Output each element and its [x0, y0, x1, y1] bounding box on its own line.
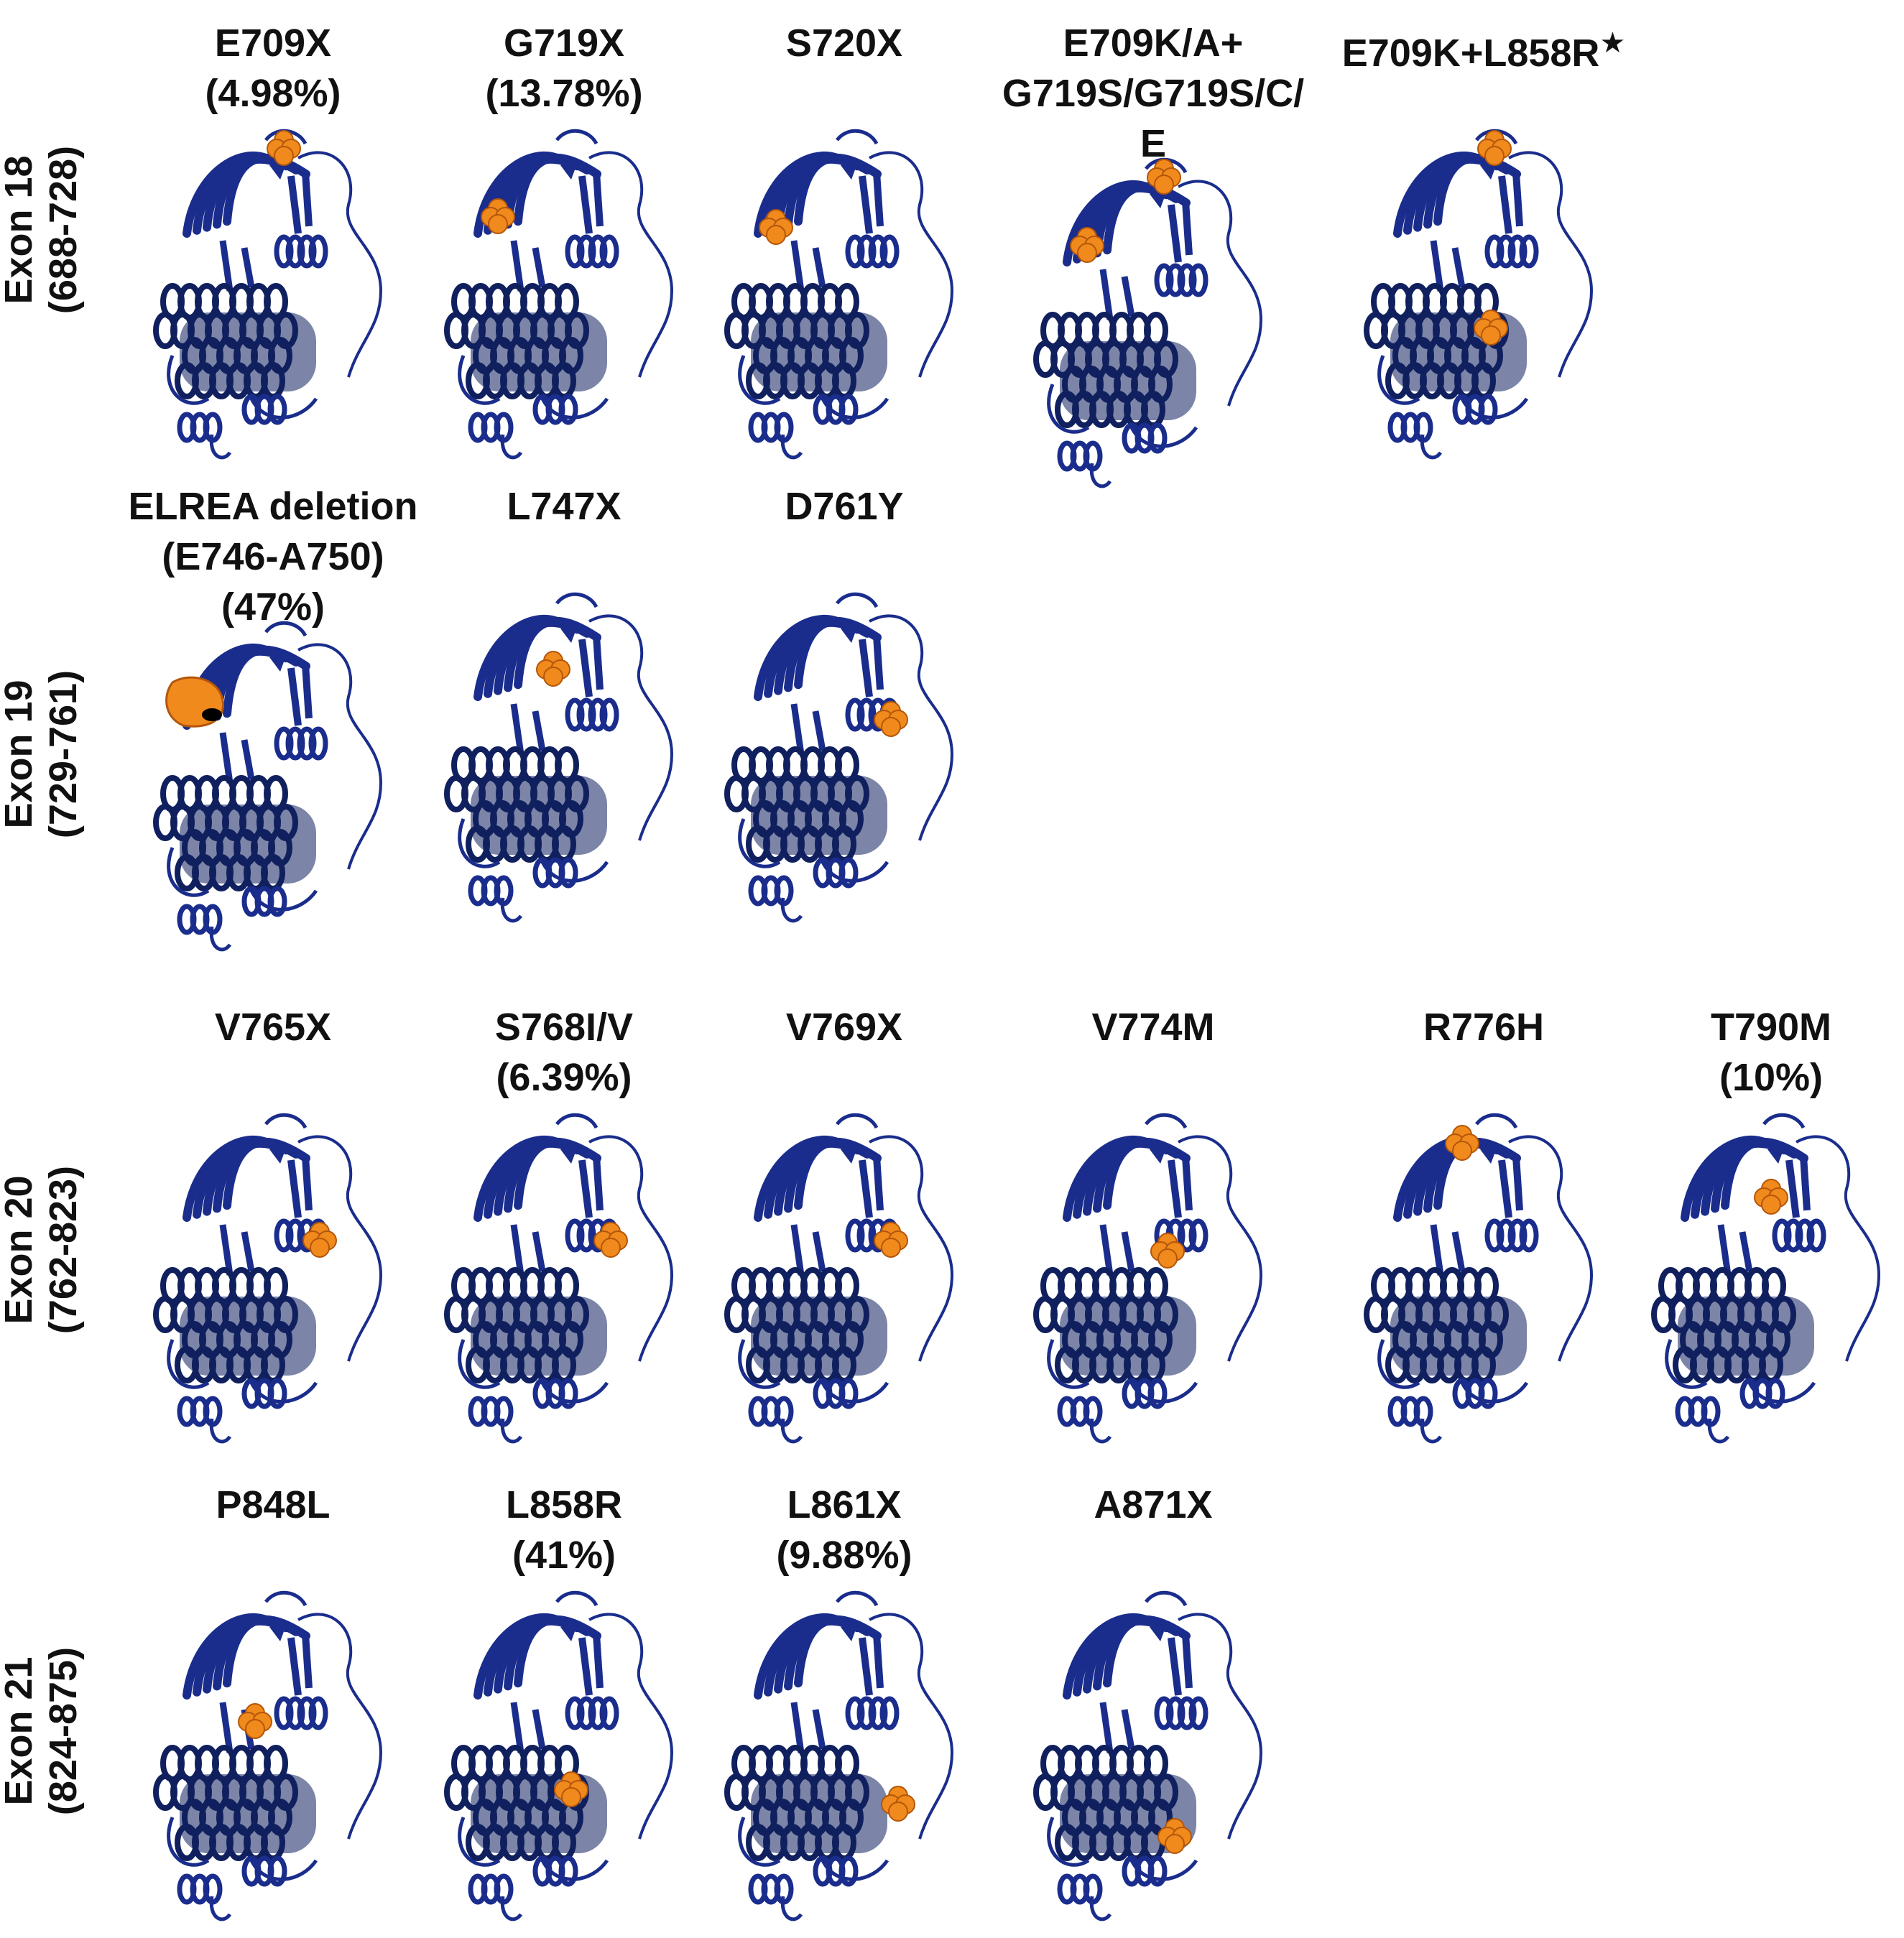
mutation-name: S768I/V [494, 1006, 634, 1049]
mutation-site [759, 209, 793, 245]
mutation-name: T790M [1710, 1006, 1832, 1049]
mutation-label: ELREA deletion (E746-A750) (47%) [108, 481, 438, 632]
exon-name: Exon 19 [0, 680, 40, 829]
exon-name: Exon 20 [0, 1175, 40, 1325]
mutation-label: E709K+L858R★ [1318, 18, 1649, 78]
mutation-label: A871X [1002, 1480, 1304, 1530]
exon-row-label: Exon 18 (688-728) [0, 101, 85, 359]
kinase-structure [153, 621, 383, 952]
mutation-site [1477, 130, 1512, 166]
mutation-label: D761Y [693, 481, 995, 532]
exon-name: Exon 18 [0, 155, 40, 305]
mutation-name: E709K/A+ [1063, 22, 1244, 65]
exon-range: (688-728) [42, 145, 85, 315]
exon-range: (762-823) [42, 1165, 85, 1335]
mutation-site [536, 651, 570, 687]
mutation-name: E709K+L858R★ [1341, 27, 1626, 75]
mutation-name: E709X [214, 22, 332, 65]
mutation-site [267, 130, 301, 166]
exon-row-label: Exon 21 (824-875) [0, 1602, 85, 1860]
mutation-label: P848L [122, 1480, 424, 1530]
mutation-label: S720X [693, 18, 995, 68]
mutation-name: L858R [505, 1483, 623, 1526]
deletion-gap [202, 708, 222, 721]
kinase-structure [724, 592, 954, 923]
star-icon: ★ [1599, 27, 1626, 59]
mutation-label: R776H [1333, 1002, 1635, 1052]
mutation-site [881, 1786, 915, 1822]
mutation-label: L861X (9.88%) [693, 1480, 995, 1580]
mutation-site [593, 1222, 628, 1258]
mutation-site [874, 701, 908, 737]
kinase-structure [1364, 1113, 1594, 1444]
mutation-label: S768I/V (6.39%) [413, 1002, 715, 1103]
kinase-structure [1651, 1113, 1881, 1444]
mutation-frequency: (13.78%) [485, 72, 643, 115]
mutation-name: S720X [785, 22, 903, 65]
mutation-label: V765X [122, 1002, 424, 1052]
mutation-label: V769X [693, 1002, 995, 1052]
mutation-site [1157, 1818, 1192, 1854]
mutation-site [1070, 227, 1104, 263]
mutation-site [238, 1703, 272, 1739]
kinase-structure [1033, 1113, 1263, 1444]
kinase-structure [1364, 129, 1594, 460]
mutation-frequency: (9.88%) [776, 1534, 912, 1577]
kinase-structure [724, 129, 954, 460]
mutation-frequency: (10%) [1719, 1056, 1824, 1099]
mutation-label: L747X [413, 481, 715, 532]
exon-row-label: Exon 19 (729-761) [0, 625, 85, 884]
mutation-name: P848L [216, 1483, 331, 1526]
exon-range: (729-761) [42, 669, 85, 839]
mutation-name: D761Y [785, 485, 904, 528]
exon-range: (824-875) [42, 1646, 85, 1816]
kinase-structure [1033, 1590, 1263, 1921]
mutation-name: R776H [1423, 1006, 1545, 1049]
kinase-structure [444, 129, 674, 460]
kinase-structure [444, 1113, 674, 1444]
kinase-structure [153, 1113, 383, 1444]
mutation-frequency: (41%) [512, 1534, 616, 1577]
mutation-site [874, 1222, 908, 1258]
mutation-name: L747X [507, 485, 621, 528]
kinase-structure [153, 1590, 383, 1921]
exon-name: Exon 21 [0, 1656, 40, 1806]
mutation-label: L858R (41%) [413, 1480, 715, 1580]
exon-row-label: Exon 20 (762-823) [0, 1121, 85, 1379]
mutation-name: G719X [503, 22, 625, 65]
kinase-structure [724, 1113, 954, 1444]
mutation-name: V774M [1091, 1006, 1215, 1049]
kinase-structure [153, 129, 383, 460]
mutation-name: A871X [1094, 1483, 1213, 1526]
mutation-extra: (47%) [221, 585, 325, 629]
mutation-label: V774M [1002, 1002, 1304, 1052]
mutation-name: ELREA deletion [128, 485, 418, 528]
mutation-frequency: (4.98%) [205, 72, 341, 115]
mutation-frequency: G719S/G719S/C/ [1002, 72, 1305, 115]
kinase-structure [444, 592, 674, 923]
mutation-site [1474, 310, 1508, 346]
mutation-name: V765X [214, 1006, 332, 1049]
kinase-structure [1033, 157, 1263, 488]
mutation-name: L861X [787, 1483, 902, 1526]
mutation-label: E709X (4.98%) [122, 18, 424, 119]
mutation-site [1445, 1125, 1479, 1161]
mutation-site [302, 1222, 337, 1258]
mutation-site [554, 1771, 588, 1807]
mutation-site [481, 198, 515, 234]
kinase-structure [444, 1590, 674, 1921]
mutation-site [1754, 1179, 1788, 1215]
mutation-frequency: (6.39%) [496, 1056, 632, 1099]
mutation-name: V769X [785, 1006, 903, 1049]
mutation-frequency: (E746-A750) [162, 535, 384, 578]
mutation-site [1147, 159, 1181, 195]
mutation-label: E709K/A+ G719S/G719S/C/E [988, 18, 1318, 169]
mutation-label: T790M (10%) [1620, 1002, 1904, 1103]
mutation-site [1150, 1233, 1185, 1269]
kinase-structure [724, 1590, 954, 1921]
mutation-label: G719X (13.78%) [413, 18, 715, 119]
